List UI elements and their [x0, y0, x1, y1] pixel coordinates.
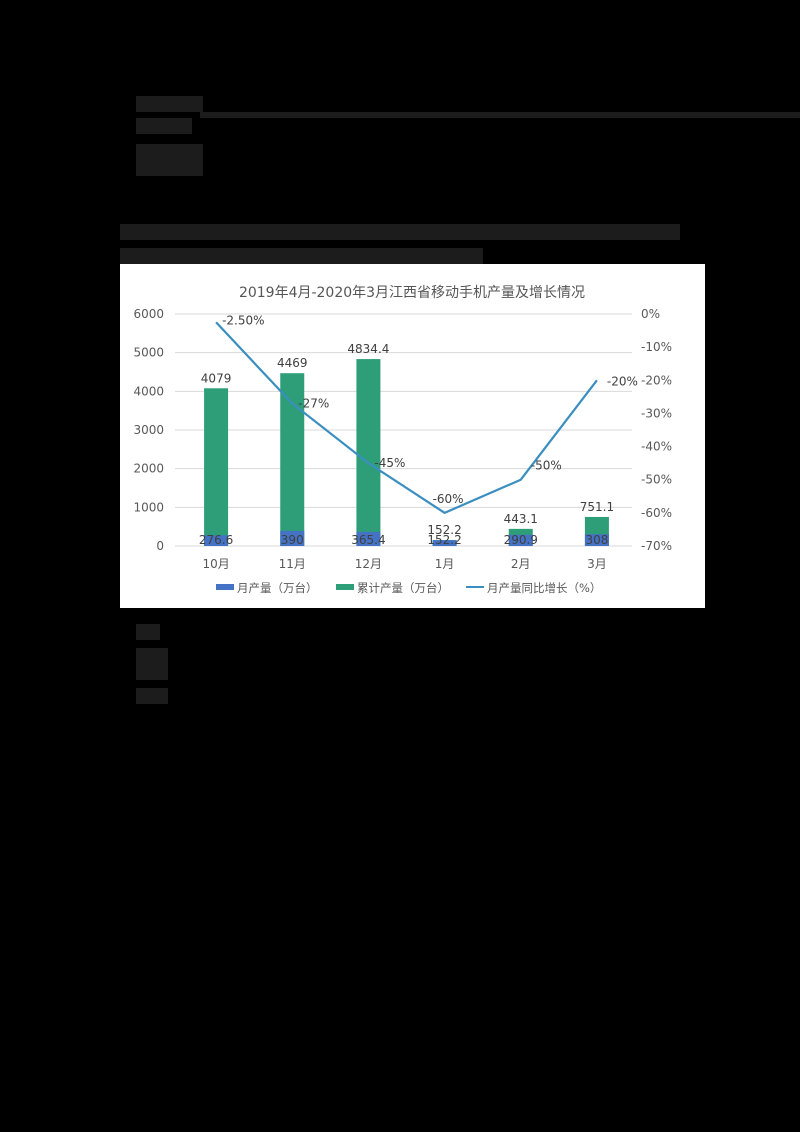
growth-label: -20% — [607, 374, 638, 388]
growth-label: -45% — [374, 456, 405, 470]
redacted-heading-block-1 — [136, 96, 203, 112]
left-axis-tick: 2000 — [133, 462, 164, 476]
bar-monthly — [204, 535, 229, 546]
category-label: 3月 — [587, 557, 607, 571]
left-axis-tick: 5000 — [133, 346, 164, 360]
category-label: 11月 — [279, 557, 306, 571]
bar-cumulative-label: 443.1 — [504, 512, 538, 526]
bar-monthly — [584, 534, 609, 546]
category-label: 2月 — [511, 557, 531, 571]
redacted-paragraph-line-2 — [120, 248, 483, 264]
bar-cumulative-label: 4834.4 — [347, 342, 389, 356]
legend-swatch — [216, 584, 234, 590]
bar-monthly — [356, 531, 381, 546]
legend-label: 月产量（万台） — [237, 581, 318, 595]
right-axis-tick: 0% — [641, 307, 660, 321]
redacted-note-1 — [136, 624, 160, 640]
chart-title: 2019年4月-2020年3月江西省移动手机产量及增长情况 — [239, 285, 585, 301]
legend-label: 累计产量（万台） — [357, 581, 449, 595]
right-axis-tick: -30% — [641, 406, 672, 420]
left-axis-tick: 3000 — [133, 423, 164, 437]
bar-monthly — [508, 534, 533, 546]
legend-label: 月产量同比增长（%） — [487, 581, 601, 595]
bar-cumulative — [204, 388, 229, 546]
right-axis-tick: -50% — [641, 473, 672, 487]
bar-cumulative-label: 4469 — [277, 356, 308, 370]
bar-cumulative-label: 152.2 — [427, 523, 461, 537]
bar-monthly — [432, 540, 457, 546]
category-label: 1月 — [435, 557, 455, 571]
bar-cumulative — [356, 359, 381, 546]
bar-monthly — [280, 530, 305, 546]
chart-card: 2019年4月-2020年3月江西省移动手机产量及增长情况 0 1000 2000 30… — [120, 264, 705, 608]
right-axis-tick: -60% — [641, 506, 672, 520]
redacted-heading-block-2 — [136, 118, 192, 134]
category-label: 12月 — [355, 557, 382, 571]
redacted-note-2 — [136, 648, 168, 680]
growth-line — [215, 321, 598, 515]
right-axis-tick: -40% — [641, 440, 672, 454]
growth-label: -60% — [433, 492, 464, 506]
bar-monthly-label: 290.9 — [504, 533, 538, 547]
redacted-paragraph-line-1 — [120, 224, 680, 240]
category-label: 10月 — [202, 557, 229, 571]
bar-cumulative-label: 751.1 — [580, 500, 614, 514]
bar-monthly-label: 390 — [281, 533, 304, 547]
right-axis-tick: -20% — [641, 373, 672, 387]
left-axis-tick: 4000 — [133, 384, 164, 398]
growth-label: -27% — [298, 396, 329, 410]
growth-label: -50% — [531, 459, 562, 473]
bar-monthly-label: 152.2 — [427, 533, 461, 547]
bar-cumulative-label: 4079 — [201, 371, 232, 385]
right-axis-tick: -10% — [641, 340, 672, 354]
legend-swatch — [336, 584, 354, 590]
left-axis-tick: 0 — [156, 539, 164, 553]
left-axis-tick: 1000 — [133, 500, 164, 514]
growth-label: -2.50% — [222, 313, 264, 327]
right-axis-tick: -70% — [641, 539, 672, 553]
bar-monthly-label: 308 — [585, 533, 608, 547]
bar-monthly-label: 276.6 — [199, 533, 233, 547]
bar-monthly-label: 365.4 — [351, 533, 385, 547]
left-axis-tick: 6000 — [133, 307, 164, 321]
redacted-heading-block-3 — [136, 144, 203, 176]
combo-chart: 2019年4月-2020年3月江西省移动手机产量及增长情况 0 1000 2000 30… — [133, 285, 672, 595]
heading-rule — [200, 112, 800, 118]
redacted-note-3 — [136, 688, 168, 704]
